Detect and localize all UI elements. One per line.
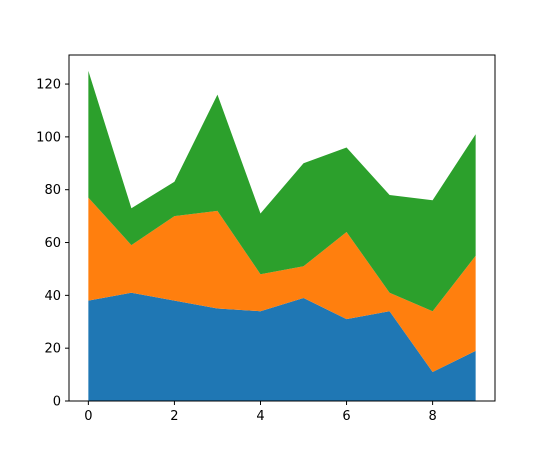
plot-frame (68, 54, 496, 402)
x-tick-label: 6 (342, 409, 350, 424)
y-tick-label: 0 (53, 395, 61, 410)
area-layers (88, 70, 476, 401)
x-tick-label: 0 (84, 409, 92, 424)
y-tick-label: 120 (36, 78, 61, 93)
area-series-2 (88, 197, 476, 372)
area-series-3 (88, 70, 476, 312)
y-tick-label: 80 (44, 183, 61, 198)
x-tick-label: 8 (428, 409, 436, 424)
x-axis: 0 2 4 6 8 (84, 401, 437, 424)
y-tick-label: 100 (36, 130, 61, 145)
x-tick-label: 4 (256, 409, 264, 424)
y-tick-label: 20 (44, 342, 61, 357)
x-tick-label: 2 (170, 409, 178, 424)
area-series-1 (88, 292, 476, 401)
y-tick-label: 40 (44, 289, 61, 304)
y-axis: 0 20 40 60 80 100 120 (36, 78, 69, 410)
y-tick-label: 60 (44, 236, 61, 251)
